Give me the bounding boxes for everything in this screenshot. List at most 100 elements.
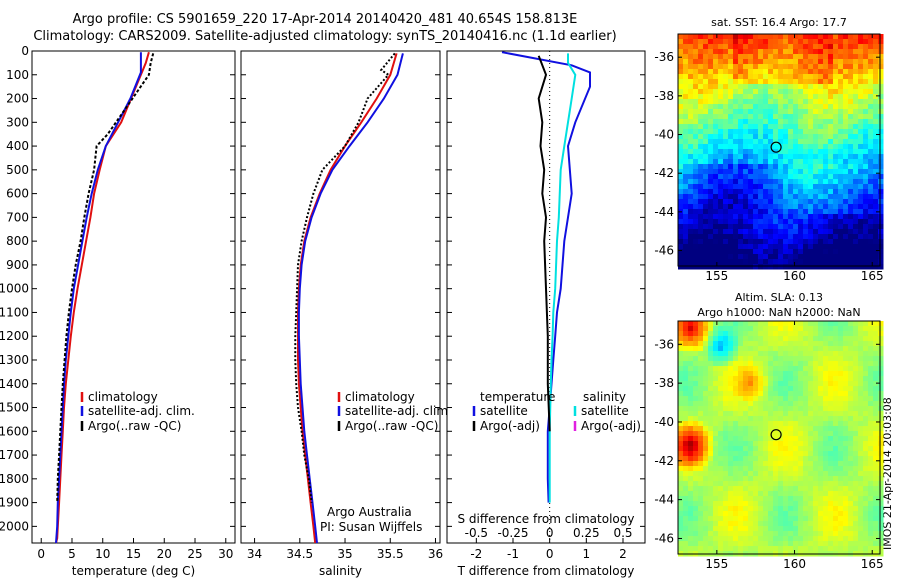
map-xtick-label: 165 [861,557,884,571]
top-axis-label: S difference from climatology [458,512,635,526]
panel-1-xtick-label: 30 [218,547,233,561]
legend-label: Argo(-adj) [480,419,540,433]
legend-label: climatology [345,390,415,404]
top-tick-label: 0 [546,526,554,540]
map-ytick-label: -42 [654,166,674,180]
map-2-frame [677,320,881,555]
depth-tick-label: 900 [6,258,29,272]
map-2-title-line-1: Altim. SLA: 0.13 [735,291,823,304]
top-tick-label: 0.5 [613,526,632,540]
panel-3-xtick-label: -1 [507,547,519,561]
map-ytick-label: -36 [654,50,674,64]
panel-2-xtick-label: 34 [247,547,262,561]
map-1-heatmap-cells [678,34,884,270]
panel-2-xtick-label: 35 [337,547,352,561]
map-ytick-label: -46 [654,531,674,545]
map-ytick-label: -44 [654,493,674,507]
panel-2-xtick-label: 34.5 [286,547,313,561]
watermark: IMOS 21-Apr-2014 20:03:08 [881,397,894,550]
panel-3-xtick-label: 1 [583,547,591,561]
panel-2-xtick-label: 36 [428,547,443,561]
depth-tick-label: 1900 [0,496,29,510]
depth-tick-label: 800 [6,234,29,248]
panel-1-xtick-label: 25 [187,547,202,561]
argo-position-marker [770,141,782,153]
difference-series-line [537,55,551,432]
top-tick-label: -0.25 [497,526,528,540]
map-ytick-label: -44 [654,205,674,219]
legend-heading: temperature [480,390,555,404]
panel-1-xtick-label: 20 [157,547,172,561]
map-xtick-label: 155 [705,269,728,283]
panel-3-xtick-label: -2 [470,547,482,561]
legend-label: satellite-adj. clim. [88,404,195,418]
map-ytick-label: -46 [654,244,674,258]
annotation-text: PI: Susan Wijffels [320,520,422,534]
salinity-series-line [297,53,404,544]
top-tick-label: -0.5 [465,526,488,540]
panel-1-xtick-label: 15 [126,547,141,561]
depth-tick-label: 1300 [0,353,29,367]
depth-tick-label: 1500 [0,401,29,415]
depth-tick-label: 1800 [0,472,29,486]
panel-3-xtick-label: 2 [619,547,627,561]
map-xtick-label: 165 [861,269,884,283]
map-ytick-label: -40 [654,415,674,429]
depth-tick-label: 500 [6,163,29,177]
salinity-series-line [294,52,396,503]
panel-3-xlabel: T difference from climatology [457,564,635,578]
panel-1-xtick-label: 10 [95,547,110,561]
panel-3-xtick-label: 0 [546,547,554,561]
depth-tick-label: 1400 [0,377,29,391]
map-ytick-label: -40 [654,128,674,142]
map-ytick-label: -42 [654,454,674,468]
legend-label: climatology [88,390,158,404]
chart-title-line-1: Argo profile: CS 5901659_220 17-Apr-2014… [72,12,578,27]
top-tick-label: 0.25 [573,526,600,540]
legend-label: Argo(-adj) [581,419,641,433]
depth-tick-label: 1000 [0,282,29,296]
difference-series-line [501,51,591,503]
temperature-series-line [55,52,142,544]
map-ytick-label: -36 [654,337,674,351]
panel-1-xtick-label: 0 [37,547,45,561]
depth-tick-label: 100 [6,68,29,82]
depth-tick-label: 1100 [0,305,29,319]
depth-tick-label: 700 [6,210,29,224]
chart-title-line-2: Climatology: CARS2009. Satellite-adjuste… [33,29,617,44]
panel-2-xtick-label: 35.5 [377,547,404,561]
map-xtick-label: 160 [783,269,806,283]
depth-tick-label: 200 [6,92,29,106]
depth-tick-label: 1700 [0,448,29,462]
depth-tick-label: 400 [6,139,29,153]
panel-2-frame [240,50,441,544]
legend-label: Argo(..raw -QC) [88,419,181,433]
argo-position-marker [770,429,782,441]
depth-tick-label: 1200 [0,329,29,343]
map-xtick-label: 155 [705,557,728,571]
panel-1-xtick-label: 5 [68,547,76,561]
legend-heading: salinity [583,390,626,404]
panel-1-xlabel: temperature (deg C) [72,564,195,578]
map-1-frame [677,33,881,267]
legend-label: satellite [480,404,528,418]
annotation-text: Argo Australia [327,505,412,519]
panel-2-xlabel: salinity [319,564,362,578]
map-ytick-label: -38 [654,376,674,390]
legend-label: satellite [581,404,629,418]
legend-label: satellite-adj. clim. [345,404,452,418]
temperature-series-line [56,53,155,503]
map-ytick-label: -38 [654,89,674,103]
map-xtick-label: 160 [783,557,806,571]
difference-series-line [548,53,577,503]
map-2-title-line-2: Argo h1000: NaN h2000: NaN [697,306,860,319]
depth-tick-label: 1600 [0,424,29,438]
depth-tick-label: 0 [21,44,29,58]
legend-label: Argo(..raw -QC) [345,419,438,433]
depth-tick-label: 300 [6,115,29,129]
depth-tick-label: 600 [6,187,29,201]
panel-1-frame [31,50,236,544]
depth-tick-label: 2000 [0,519,29,533]
map-1-title: sat. SST: 16.4 Argo: 17.7 [711,16,847,29]
